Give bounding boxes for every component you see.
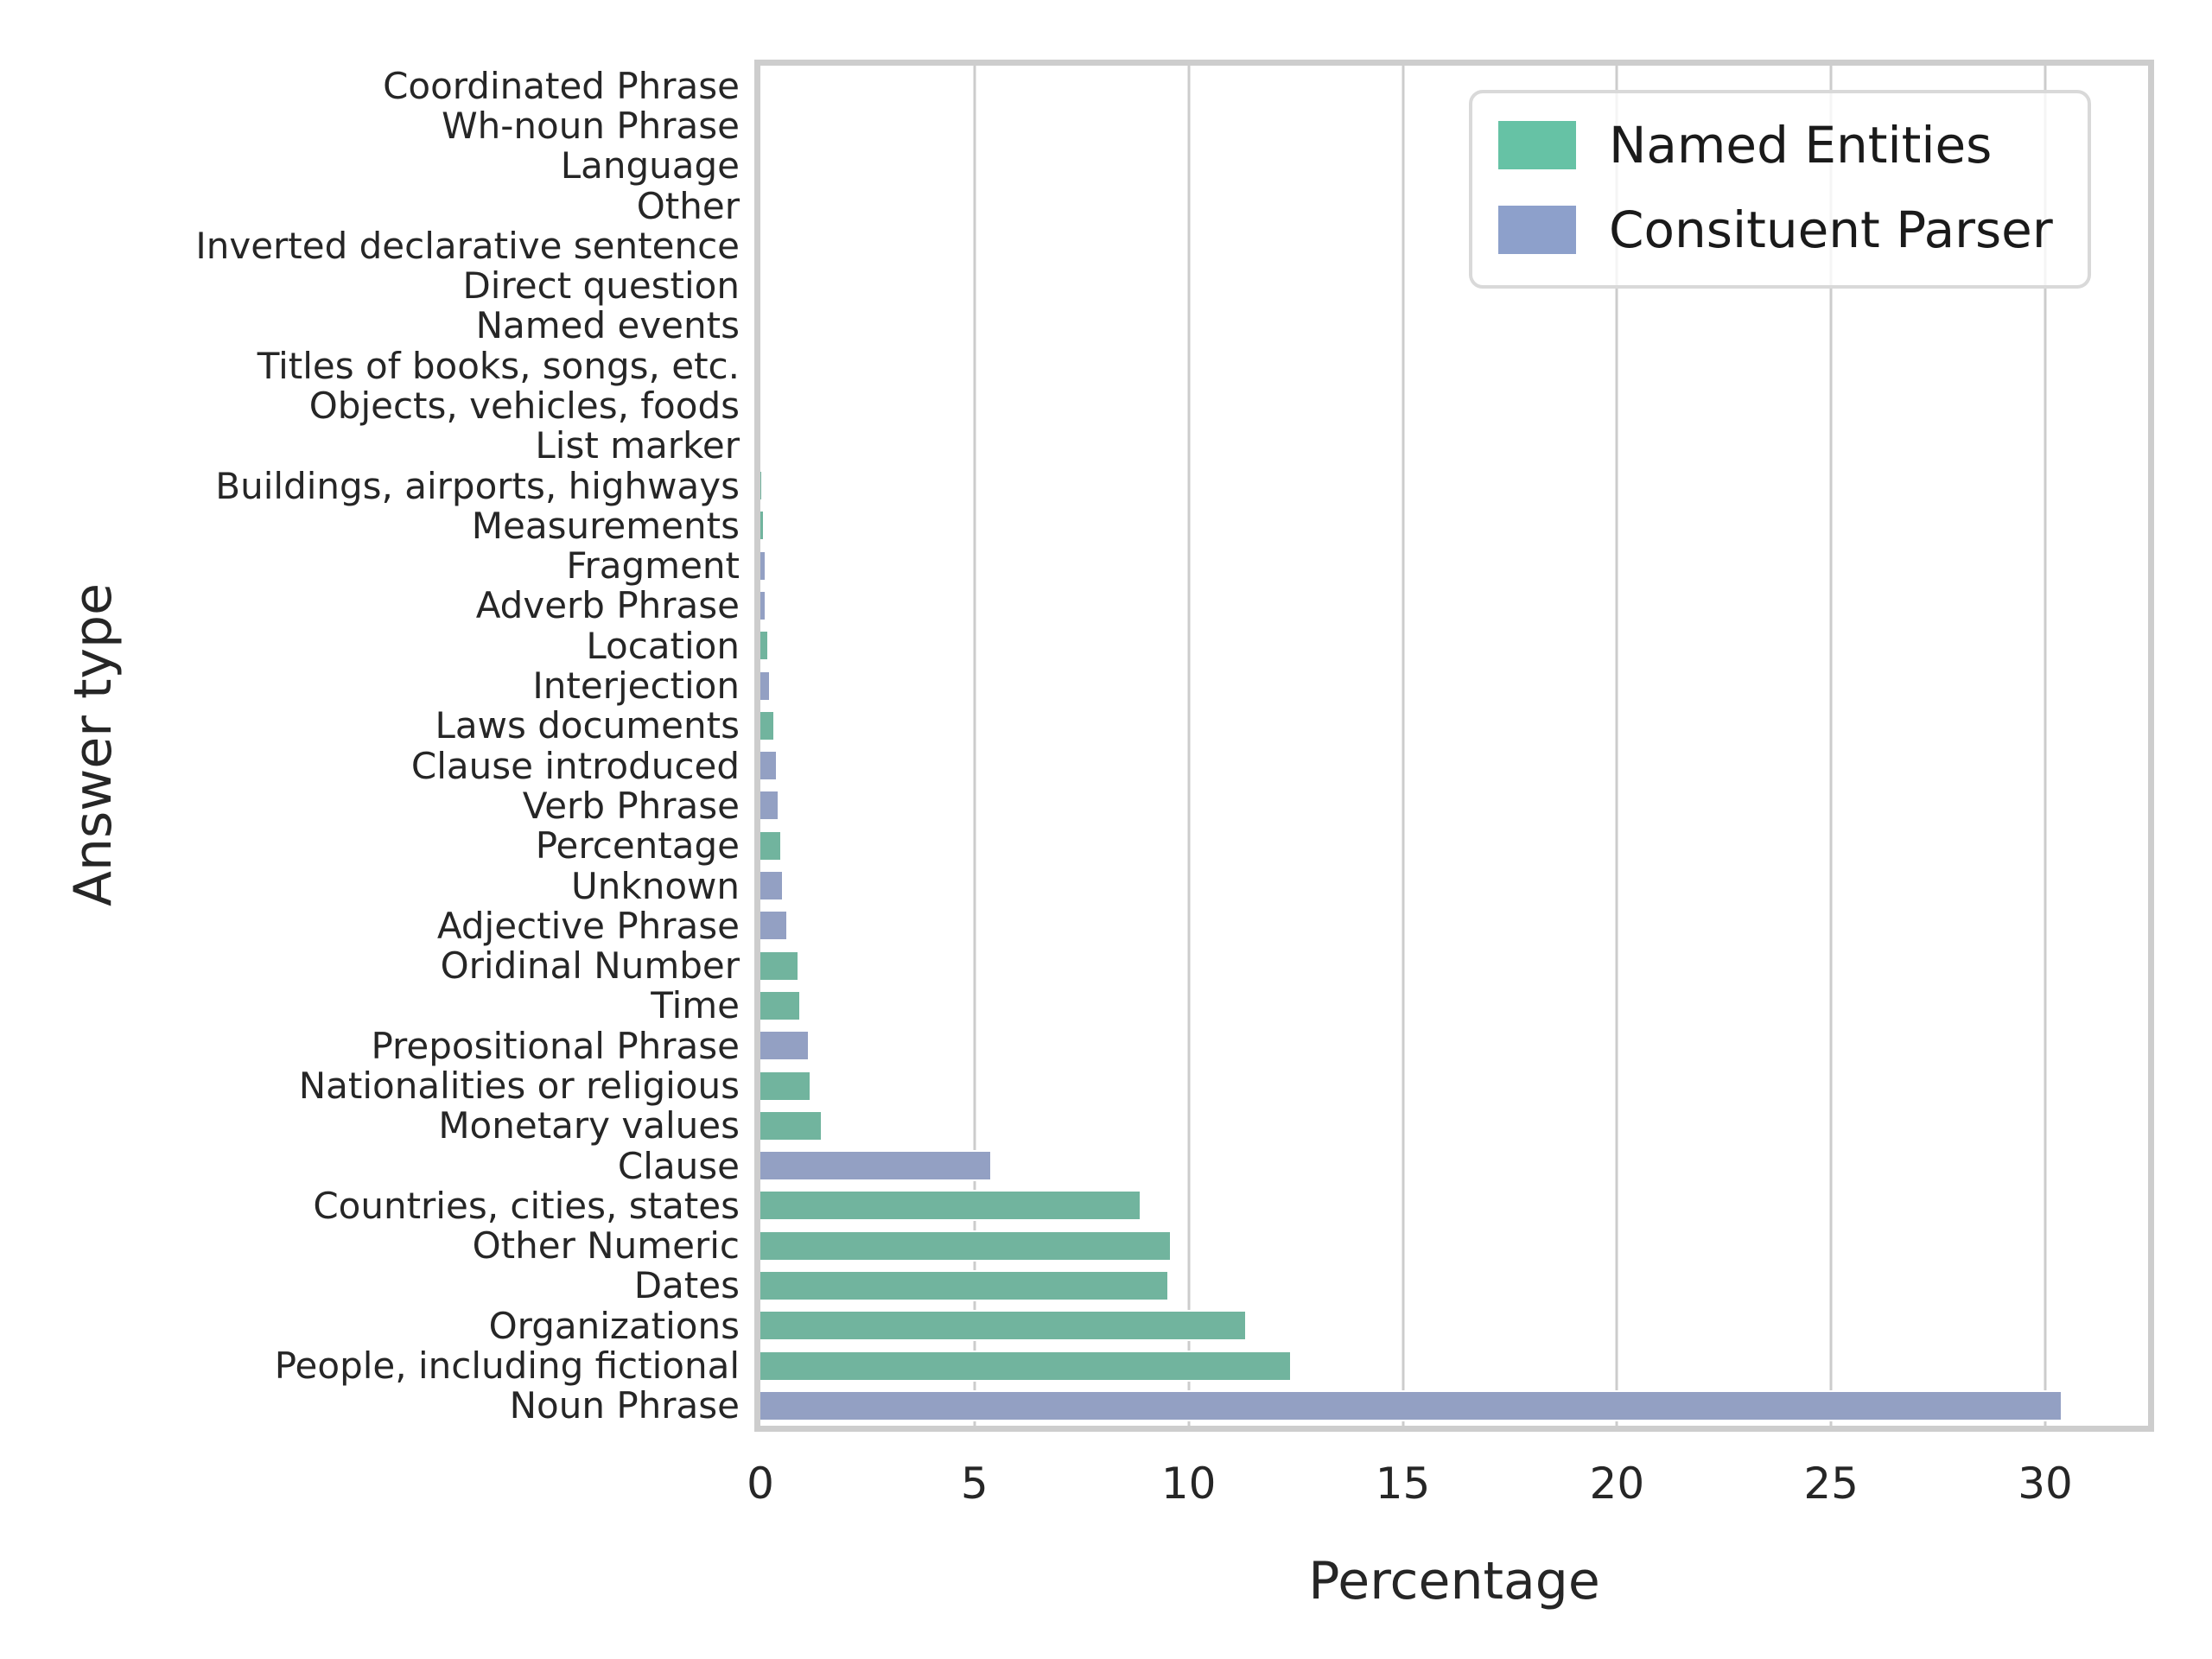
bar-ne [760,1350,1292,1382]
bar-ne [760,470,764,502]
legend-swatch-icon [1498,121,1576,169]
bar-cp [760,910,789,942]
y-tick-label: Language [560,144,740,188]
y-tick-label: Verb Phrase [522,784,740,827]
bar-cp [760,670,772,702]
y-tick-label: Noun Phrase [509,1384,740,1427]
x-tick-label: 0 [747,1459,774,1509]
y-tick-label: Unknown [571,864,740,907]
legend-swatch-icon [1498,206,1576,254]
y-tick-label: Organizations [488,1304,740,1347]
y-tick-label: Wh-noun Phrase [442,104,740,147]
bar-ne [760,1109,823,1141]
y-tick-label: Monetary values [438,1104,740,1147]
x-tick-labels: 0 5 10 15 20 25 30 [747,1459,2148,1519]
x-tick-label: 15 [1375,1459,1431,1509]
y-tick-label: Prepositional Phrase [371,1024,740,1067]
bar-ne [760,1269,1170,1301]
bar-ne [760,950,799,982]
bar-ne [760,1190,1142,1222]
x-tick-label: 30 [2018,1459,2073,1509]
y-tick-label: Named events [475,304,740,347]
bar-ne [760,1070,812,1102]
y-tick-label: Fragment [566,544,740,588]
bar-cp [760,750,778,782]
bar-ne [760,830,782,861]
gridline-x-10 [1187,66,1191,1426]
y-tick-label: Other Numeric [472,1224,740,1268]
y-tick-label: List marker [535,424,740,467]
gridline-x-15 [1402,66,1405,1426]
y-tick-label: Objects, vehicles, foods [308,384,740,427]
bar-cp [760,790,780,822]
y-tick-label: Percentage [535,824,740,868]
y-tick-label: Coordinated Phrase [383,64,740,107]
y-tick-label: People, including fictional [274,1344,740,1388]
y-tick-label: Titles of books, songs, etc. [257,344,740,387]
y-tick-label: Dates [633,1264,740,1307]
x-tick-label: 20 [1589,1459,1645,1509]
gridline-x-30 [2044,66,2047,1426]
y-tick-label: Measurements [471,504,740,547]
bar-cp [760,1150,992,1182]
bar-ne [760,510,765,542]
bar-ne [760,989,802,1021]
legend-label: Consituent Parser [1609,200,2053,259]
legend-item: Consituent Parser [1498,200,2053,259]
y-tick-label: Adjective Phrase [436,904,740,947]
y-tick-label: Oridinal Number [440,944,740,988]
y-tick-label: Clause [617,1144,740,1187]
y-tick-labels: Coordinated Phrase Wh-noun Phrase Language… [0,64,740,1427]
bar-ne [760,709,776,741]
legend-item: Named Entities [1498,116,2053,175]
y-tick-label: Countries, cities, states [313,1184,740,1227]
y-tick-label: Location [586,624,740,667]
y-tick-label: Interjection [532,664,740,708]
bar-cp [760,550,767,582]
y-tick-label: Buildings, airports, highways [215,464,740,507]
y-tick-label: Clause introduced [410,744,740,787]
y-tick-label: Adverb Phrase [475,584,740,627]
y-tick-label: Nationalities or religious [298,1064,740,1107]
y-tick-label: Time [651,984,740,1027]
legend: Named Entities Consituent Parser [1469,90,2091,289]
gridline-x-20 [1615,66,1618,1426]
bar-cp [760,1030,810,1062]
legend-label: Named Entities [1609,116,1993,175]
y-tick-label: Other [636,184,740,227]
bar-cp [760,589,767,621]
bar-ne [760,1230,1172,1262]
gridline-x-5 [973,66,976,1426]
bar-cp [760,870,785,902]
bar-cp [760,1389,2063,1421]
x-tick-label: 5 [960,1459,988,1509]
y-tick-label: Inverted declarative sentence [195,224,740,267]
x-tick-label: 10 [1160,1459,1217,1509]
x-axis-label: Percentage [1308,1551,1600,1611]
x-tick-label: 25 [1803,1459,1859,1509]
bar-cp [760,429,763,461]
y-tick-label: Laws documents [435,704,740,747]
gridline-x-25 [1829,66,1833,1426]
y-tick-label: Direct question [462,264,740,308]
bar-ne [760,630,769,662]
bar-ne [760,1310,1247,1342]
